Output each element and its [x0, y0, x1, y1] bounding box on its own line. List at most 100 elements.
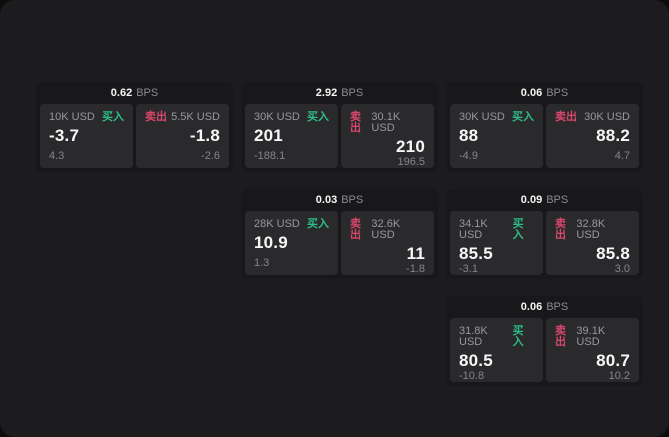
sell-amount: 32.8K USD	[576, 218, 606, 241]
buy-price: 85.5	[459, 244, 493, 263]
sell-side-label: 卖出	[350, 111, 361, 134]
card-header: 0.03 BPS	[245, 189, 434, 211]
bps-value: 0.62	[110, 86, 133, 99]
card-header: 0.06 BPS	[450, 296, 639, 318]
price-panels: 31.8K USD 买入 80.5 -10.8 卖出 39.1K USD 80.…	[450, 318, 639, 382]
buy-side-label: 买入	[512, 325, 524, 348]
sell-price: 88.2	[596, 126, 630, 145]
sell-delta: 196.5	[397, 155, 425, 168]
buy-panel-header: 31.8K USD 买入	[459, 326, 534, 348]
sell-price: 210	[396, 137, 425, 156]
buy-amount: 30K USD	[254, 111, 300, 123]
sell-panel[interactable]: 卖出 5.5K USD -1.8 -2.6	[136, 104, 229, 168]
buy-panel[interactable]: 30K USD 买入 88 -4.9	[450, 104, 543, 168]
bps-unit-label: BPS	[136, 86, 159, 99]
card-header: 0.06 BPS	[450, 82, 639, 104]
sell-panel-header: 卖出 5.5K USD	[145, 112, 220, 123]
sell-panel-header: 卖出 32.8K USD	[555, 219, 630, 241]
buy-amount: 30K USD	[459, 111, 505, 123]
card-header: 0.62 BPS	[40, 82, 229, 104]
sell-price: 85.8	[596, 244, 630, 263]
sell-side-label: 卖出	[145, 111, 167, 123]
buy-side-label: 买入	[512, 218, 524, 241]
buy-price: 80.5	[459, 351, 493, 370]
buy-amount: 34.1K USD	[459, 218, 488, 241]
sell-panel-header: 卖出 30K USD	[555, 112, 630, 123]
sell-amount: 32.6K USD	[371, 218, 401, 241]
quote-cards-grid: 0.62 BPS 10K USD 买入 -3.7 4.3 卖出 5.5K USD…	[36, 82, 643, 386]
buy-panel[interactable]: 34.1K USD 买入 85.5 -3.1	[450, 211, 543, 275]
buy-price: 201	[254, 126, 283, 145]
quote-card: 0.09 BPS 34.1K USD 买入 85.5 -3.1 卖出 32.8K…	[446, 189, 643, 279]
buy-side-label: 买入	[307, 111, 329, 123]
buy-price: 10.9	[254, 233, 288, 252]
bps-value: 0.06	[520, 86, 543, 99]
sell-panel[interactable]: 卖出 32.8K USD 85.8 3.0	[546, 211, 639, 275]
bps-value: 0.06	[520, 300, 543, 313]
sell-amount: 5.5K USD	[171, 111, 220, 123]
sell-delta: 4.7	[614, 150, 630, 162]
quote-card: 0.03 BPS 28K USD 买入 10.9 1.3 卖出 32.6K US…	[241, 189, 438, 279]
buy-delta: -188.1	[254, 150, 286, 162]
price-panels: 30K USD 买入 201 -188.1 卖出 30.1K USD 210 1…	[245, 104, 434, 168]
sell-panel[interactable]: 卖出 32.6K USD 11 -1.8	[341, 211, 434, 275]
sell-side-label: 卖出	[555, 325, 566, 348]
bps-unit-label: BPS	[546, 193, 569, 206]
buy-panel[interactable]: 31.8K USD 买入 80.5 -10.8	[450, 318, 543, 382]
sell-price: -1.8	[189, 126, 220, 145]
sell-delta: 3.0	[614, 262, 630, 275]
buy-delta: -10.8	[459, 369, 485, 382]
price-panels: 10K USD 买入 -3.7 4.3 卖出 5.5K USD -1.8 -2.…	[40, 104, 229, 168]
bps-unit-label: BPS	[546, 86, 569, 99]
buy-panel-header: 28K USD 买入	[254, 219, 329, 230]
buy-amount: 31.8K USD	[459, 325, 488, 348]
buy-price: 88	[459, 126, 479, 145]
card-header: 2.92 BPS	[245, 82, 434, 104]
price-panels: 28K USD 买入 10.9 1.3 卖出 32.6K USD 11 -1.8	[245, 211, 434, 275]
sell-price: 11	[406, 244, 425, 263]
bps-unit-label: BPS	[341, 86, 364, 99]
bps-unit-label: BPS	[546, 300, 569, 313]
buy-side-label: 买入	[102, 111, 124, 123]
buy-panel-header: 34.1K USD 买入	[459, 219, 534, 241]
sell-delta: -1.8	[406, 262, 425, 275]
sell-panel[interactable]: 卖出 30.1K USD 210 196.5	[341, 104, 434, 168]
sell-amount: 30K USD	[584, 111, 630, 123]
buy-side-label: 买入	[307, 218, 329, 230]
sell-delta: 10.2	[608, 369, 630, 382]
sell-side-label: 卖出	[350, 218, 361, 241]
buy-amount: 28K USD	[254, 218, 300, 230]
buy-panel-header: 10K USD 买入	[49, 112, 124, 123]
buy-panel[interactable]: 30K USD 买入 201 -188.1	[245, 104, 338, 168]
card-header: 0.09 BPS	[450, 189, 639, 211]
sell-side-label: 卖出	[555, 218, 566, 241]
buy-panel[interactable]: 10K USD 买入 -3.7 4.3	[40, 104, 133, 168]
sell-price: 80.7	[596, 351, 630, 370]
buy-delta: 1.3	[254, 257, 270, 269]
buy-delta: -4.9	[459, 150, 478, 162]
sell-panel-header: 卖出 39.1K USD	[555, 326, 630, 348]
buy-amount: 10K USD	[49, 111, 95, 123]
bps-unit-label: BPS	[341, 193, 364, 206]
bps-value: 0.09	[520, 193, 543, 206]
buy-panel-header: 30K USD 买入	[459, 112, 534, 123]
buy-side-label: 买入	[512, 111, 534, 123]
sell-panel-header: 卖出 30.1K USD	[350, 112, 425, 134]
buy-panel[interactable]: 28K USD 买入 10.9 1.3	[245, 211, 338, 275]
sell-amount: 30.1K USD	[371, 111, 401, 134]
bps-value: 0.03	[315, 193, 338, 206]
sell-panel-header: 卖出 32.6K USD	[350, 219, 425, 241]
quote-card: 0.62 BPS 10K USD 买入 -3.7 4.3 卖出 5.5K USD…	[36, 82, 233, 172]
quote-card: 0.06 BPS 30K USD 买入 88 -4.9 卖出 30K USD 8…	[446, 82, 643, 172]
buy-panel-header: 30K USD 买入	[254, 112, 329, 123]
quote-card: 0.06 BPS 31.8K USD 买入 80.5 -10.8 卖出 39.1…	[446, 296, 643, 386]
sell-panel[interactable]: 卖出 30K USD 88.2 4.7	[546, 104, 639, 168]
price-panels: 30K USD 买入 88 -4.9 卖出 30K USD 88.2 4.7	[450, 104, 639, 168]
buy-delta: 4.3	[49, 150, 65, 162]
sell-delta: -2.6	[201, 150, 220, 162]
sell-panel[interactable]: 卖出 39.1K USD 80.7 10.2	[546, 318, 639, 382]
quote-card: 2.92 BPS 30K USD 买入 201 -188.1 卖出 30.1K …	[241, 82, 438, 172]
buy-price: -3.7	[49, 126, 80, 145]
price-panels: 34.1K USD 买入 85.5 -3.1 卖出 32.8K USD 85.8…	[450, 211, 639, 275]
